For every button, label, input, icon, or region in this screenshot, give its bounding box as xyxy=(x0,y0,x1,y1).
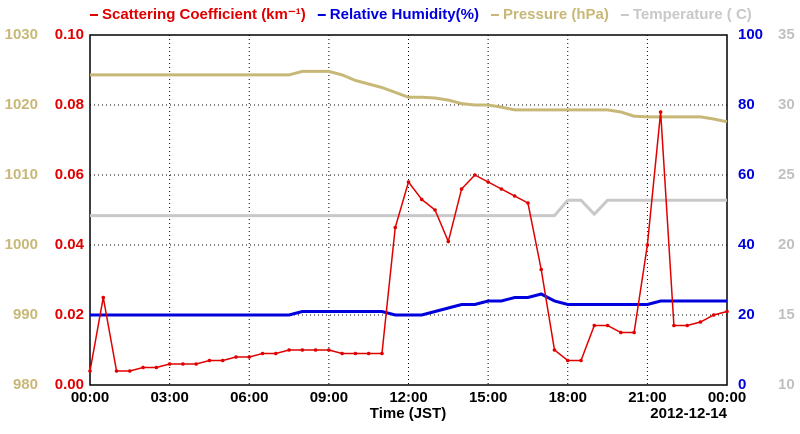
y-tick-label: 0.06 xyxy=(55,166,84,183)
y-tick-label: 1030 xyxy=(5,26,38,43)
y-tick-label: 0 xyxy=(738,376,746,393)
data-point xyxy=(273,351,278,356)
data-point xyxy=(579,358,583,363)
data-point xyxy=(698,320,703,324)
data-point xyxy=(619,330,623,335)
date-label: 2012-12-14 xyxy=(650,405,727,422)
data-point xyxy=(552,348,557,352)
data-point xyxy=(247,355,252,359)
data-point xyxy=(114,369,119,373)
data-point xyxy=(419,197,424,202)
series-line xyxy=(89,111,728,372)
y-tick-label: 80 xyxy=(738,96,755,113)
y-tick-label: 0.08 xyxy=(55,96,84,113)
data-point xyxy=(685,323,689,328)
data-point xyxy=(88,369,92,373)
data-point xyxy=(526,201,530,205)
data-point xyxy=(353,351,358,356)
data-point xyxy=(539,267,544,272)
data-point xyxy=(459,187,464,191)
data-point xyxy=(340,351,344,356)
y-tick-label: 0.02 xyxy=(55,306,84,323)
data-point xyxy=(711,313,716,317)
data-point xyxy=(473,173,477,177)
data-point xyxy=(380,351,384,356)
x-tick-label: 18:00 xyxy=(549,389,587,406)
y-tick-label: 25 xyxy=(778,166,795,183)
data-point xyxy=(632,330,636,335)
data-point xyxy=(181,362,185,366)
data-point xyxy=(565,358,570,363)
data-point xyxy=(141,365,145,370)
data-point xyxy=(101,295,106,300)
y-tick-label: 60 xyxy=(738,166,755,183)
data-point xyxy=(446,239,451,244)
y-tick-label: 10 xyxy=(778,376,795,393)
data-point xyxy=(366,351,371,356)
data-point xyxy=(234,355,238,359)
data-point xyxy=(433,208,437,212)
data-point xyxy=(486,180,490,184)
data-point xyxy=(658,110,663,114)
legend-label: Relative Humidity(%) xyxy=(330,6,479,23)
y-tick-label: 0.10 xyxy=(55,26,84,43)
y-tick-label: 1020 xyxy=(5,96,38,113)
x-tick-label: 00:00 xyxy=(71,389,109,406)
x-tick-label: 00:00 xyxy=(708,389,746,406)
data-point xyxy=(512,194,517,198)
data-point xyxy=(327,348,331,352)
y-tick-label: 1010 xyxy=(5,166,38,183)
data-point xyxy=(592,323,597,328)
legend-label: Temperature ( C) xyxy=(633,6,752,23)
y-tick-label: 30 xyxy=(778,96,795,113)
y-tick-label: 980 xyxy=(13,376,38,393)
y-tick-label: 0.00 xyxy=(55,376,84,393)
data-point xyxy=(313,348,318,352)
y-tick-label: 990 xyxy=(13,306,38,323)
x-tick-label: 09:00 xyxy=(310,389,348,406)
x-tick-label: 15:00 xyxy=(469,389,507,406)
data-point xyxy=(672,323,676,328)
x-tick-label: 03:00 xyxy=(150,389,188,406)
data-point xyxy=(154,365,159,370)
x-tick-label: 21:00 xyxy=(628,389,666,406)
data-point xyxy=(300,348,305,352)
series-line xyxy=(90,292,727,317)
series-line xyxy=(90,69,728,124)
y-tick-label: 35 xyxy=(778,26,795,43)
y-tick-label: 1000 xyxy=(5,236,38,253)
x-axis-label: Time (JST) xyxy=(370,405,446,422)
data-point xyxy=(128,369,132,373)
data-point xyxy=(645,243,650,247)
legend-label: Pressure (hPa) xyxy=(503,6,609,23)
y-tick-label: 0.04 xyxy=(55,236,85,253)
y-tick-label: 40 xyxy=(738,236,755,253)
data-point xyxy=(605,323,610,328)
y-tick-label: 20 xyxy=(738,306,755,323)
data-point xyxy=(287,348,291,352)
data-point xyxy=(725,309,729,314)
series-line xyxy=(90,198,727,218)
y-tick-label: 15 xyxy=(778,306,795,323)
y-tick-label: 100 xyxy=(738,26,763,43)
data-point xyxy=(499,187,504,191)
data-point xyxy=(194,362,198,366)
y-tick-label: 20 xyxy=(778,236,795,253)
data-point xyxy=(220,358,225,363)
data-point xyxy=(260,351,265,356)
x-tick-label: 12:00 xyxy=(389,389,427,406)
data-point xyxy=(207,358,212,363)
data-point xyxy=(406,180,411,184)
data-point xyxy=(167,362,172,366)
legend-label: Scattering Coefficient (km⁻¹) xyxy=(102,6,306,23)
x-tick-label: 06:00 xyxy=(230,389,268,406)
data-point xyxy=(393,225,398,230)
